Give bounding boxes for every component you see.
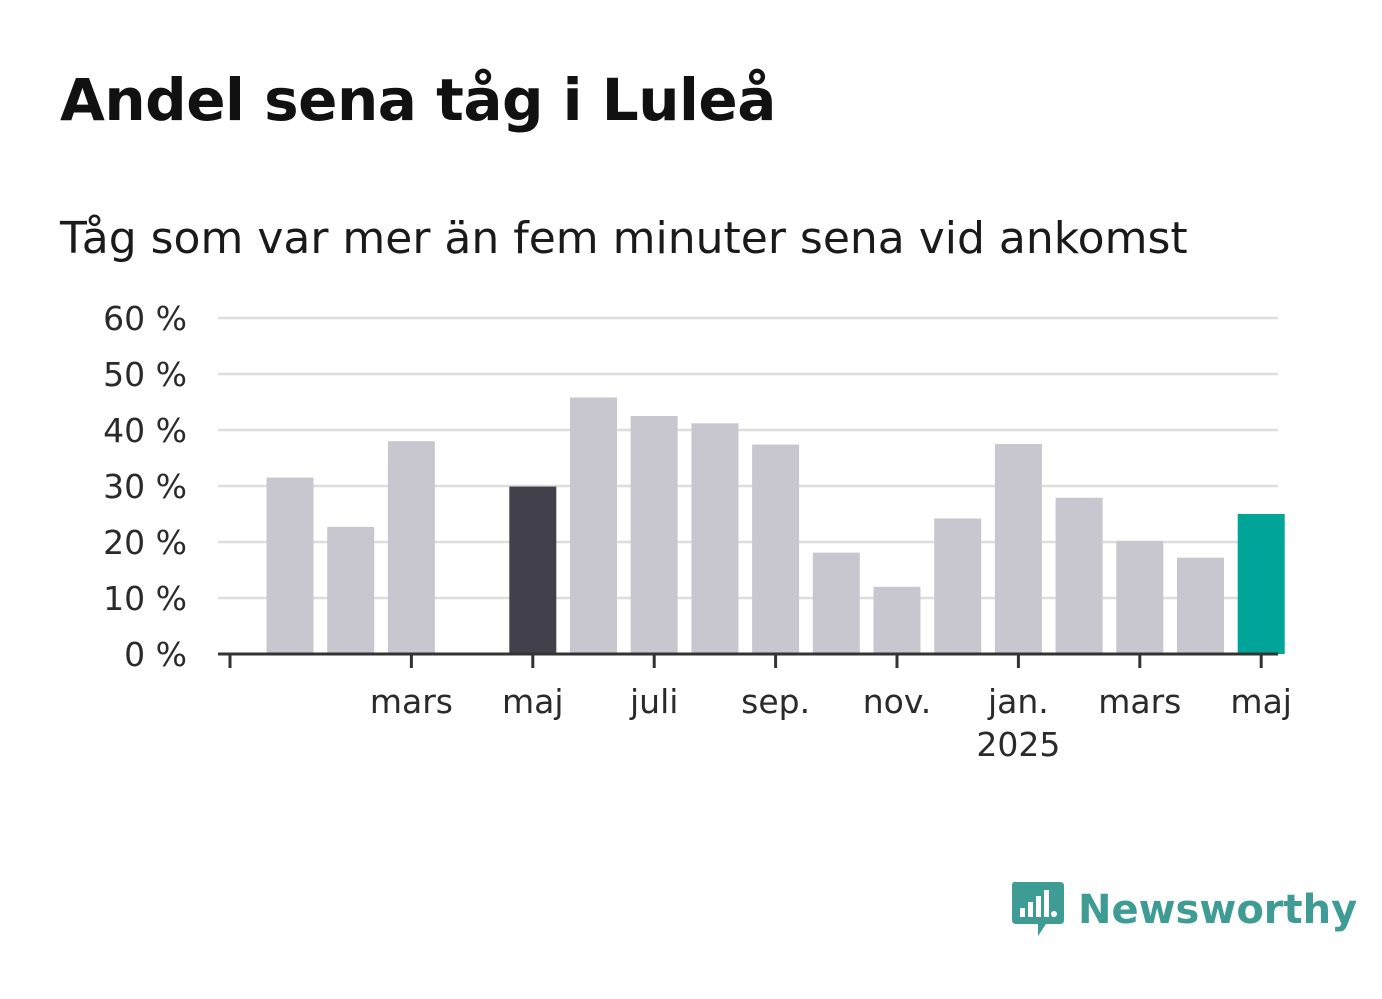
x-tick-label: mars: [1098, 682, 1181, 721]
bar-chart: 0 % 10 % 20 % 30 % 40 % 50 % 60 % mars maj juli s…: [103, 299, 1292, 764]
y-tick-label: 50 %: [103, 355, 187, 394]
bar: [1055, 497, 1103, 654]
bar: [812, 552, 860, 654]
bar: [994, 444, 1042, 654]
bar: [1116, 540, 1164, 654]
x-axis-labels: mars maj juli sep. nov. jan. 2025 mars maj: [370, 682, 1292, 764]
y-tick-label: 60 %: [103, 299, 187, 338]
bar: [387, 441, 435, 654]
y-tick-label: 0 %: [124, 635, 187, 674]
bar: [691, 423, 739, 654]
bar: [509, 486, 557, 654]
x-axis: [218, 652, 1278, 668]
bar: [630, 416, 678, 654]
chart-title: Andel sena tåg i Luleå: [60, 66, 776, 134]
y-tick-label: 40 %: [103, 411, 187, 450]
bar: [1177, 557, 1224, 654]
x-tick-label: maj: [502, 682, 564, 721]
chart-speech-bubble-icon: [1012, 882, 1064, 936]
bar: [327, 526, 375, 654]
y-tick-label: 30 %: [103, 467, 187, 506]
y-axis-labels: 0 % 10 % 20 % 30 % 40 % 50 % 60 %: [103, 299, 187, 674]
bar: [1237, 514, 1285, 654]
bar: [934, 518, 982, 654]
x-tick-label: nov.: [863, 682, 932, 721]
x-tick-label: sep.: [741, 682, 810, 721]
bars: [266, 397, 1285, 654]
y-tick-label: 10 %: [103, 579, 187, 618]
x-tick-label: maj: [1230, 682, 1292, 721]
logo-text: Newsworthy: [1078, 887, 1358, 933]
x-tick-sublabel: 2025: [976, 725, 1060, 764]
bar: [873, 586, 921, 654]
x-tick-label: juli: [629, 682, 678, 721]
x-tick-label: jan.: [987, 682, 1049, 721]
y-tick-label: 20 %: [103, 523, 187, 562]
bar: [266, 477, 314, 654]
bar: [570, 397, 617, 654]
newsworthy-logo: Newsworthy: [1010, 880, 1357, 940]
chart-subtitle: Tåg som var mer än fem minuter sena vid …: [60, 213, 1188, 264]
x-tick-label: mars: [370, 682, 453, 721]
bar: [752, 444, 800, 654]
